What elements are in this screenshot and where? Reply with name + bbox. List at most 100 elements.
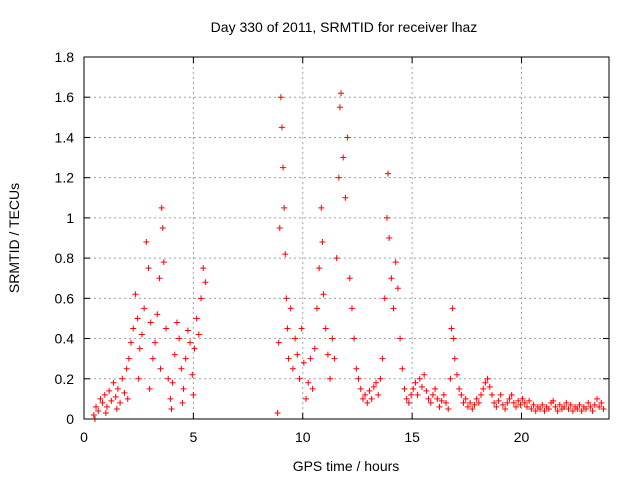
data-point	[336, 104, 343, 111]
data-point	[585, 399, 592, 406]
data-point	[486, 383, 493, 390]
data-point	[327, 375, 334, 382]
data-point	[458, 391, 465, 398]
data-point	[530, 401, 537, 408]
data-point	[414, 391, 421, 398]
data-point	[138, 331, 145, 338]
data-point	[528, 405, 535, 412]
data-point	[307, 355, 314, 362]
data-point	[346, 275, 353, 282]
data-point	[114, 385, 121, 392]
data-point	[508, 391, 515, 398]
data-point	[128, 339, 135, 346]
data-point	[292, 335, 299, 342]
data-point	[541, 407, 548, 414]
data-point	[102, 409, 109, 416]
data-point	[448, 325, 455, 332]
x-axis-label: GPS time / hours	[293, 458, 400, 474]
data-point	[410, 385, 417, 392]
data-point	[480, 385, 487, 392]
axis-ticks: 0 0.2 0.4 0.6 0.8 1 1.2 1.4 1.6 1.8 0 5 10 15 20	[55, 49, 609, 445]
data-point	[578, 407, 585, 414]
data-point	[488, 391, 495, 398]
data-point	[545, 405, 552, 412]
data-point	[169, 379, 176, 386]
y-tick-label: 1	[66, 210, 74, 226]
data-point	[190, 391, 197, 398]
data-points	[90, 90, 607, 422]
data-point	[193, 315, 200, 322]
y-tick-label: 1.8	[55, 49, 75, 65]
y-tick-label: 1.6	[55, 89, 75, 105]
data-point	[322, 325, 329, 332]
data-point	[320, 291, 327, 298]
data-point	[392, 259, 399, 266]
data-point	[195, 331, 202, 338]
data-point	[338, 90, 345, 97]
data-point	[281, 204, 288, 211]
data-point	[331, 355, 338, 362]
data-point	[521, 399, 528, 406]
data-point	[124, 395, 131, 402]
data-point	[591, 401, 598, 408]
data-point	[471, 401, 478, 408]
data-point	[443, 399, 450, 406]
data-point	[473, 395, 480, 402]
data-point	[517, 401, 524, 408]
data-point	[123, 365, 130, 372]
data-point	[171, 351, 178, 358]
data-point	[296, 375, 303, 382]
data-point	[179, 399, 186, 406]
data-point	[187, 339, 194, 346]
data-point	[157, 365, 164, 372]
data-point	[130, 325, 137, 332]
data-point	[593, 395, 600, 402]
data-point	[97, 395, 104, 402]
data-point	[523, 403, 530, 410]
data-point	[165, 375, 172, 382]
data-point	[289, 365, 296, 372]
data-point	[453, 371, 460, 378]
data-point	[469, 405, 476, 412]
data-point	[408, 391, 415, 398]
data-point	[366, 387, 373, 394]
data-point	[539, 401, 546, 408]
data-point	[160, 259, 167, 266]
data-point	[526, 397, 533, 404]
data-point	[147, 319, 154, 326]
data-point	[368, 395, 375, 402]
data-point	[567, 401, 574, 408]
x-tick-label: 0	[80, 429, 88, 445]
data-point	[429, 391, 436, 398]
data-point	[401, 385, 408, 392]
data-point	[329, 335, 336, 342]
data-point	[362, 391, 369, 398]
data-point	[386, 235, 393, 241]
data-point	[447, 375, 454, 382]
data-point	[117, 399, 124, 406]
data-point	[499, 401, 506, 408]
data-point	[506, 395, 513, 402]
y-tick-label: 0.8	[55, 250, 75, 266]
data-point	[318, 204, 325, 211]
data-point	[178, 365, 185, 372]
data-point	[583, 405, 590, 412]
data-point	[537, 405, 544, 412]
data-point	[180, 385, 187, 392]
data-point	[497, 391, 504, 398]
chart-title: Day 330 of 2011, SRMTID for receiver lha…	[211, 19, 478, 35]
data-point	[552, 403, 559, 410]
data-point	[576, 401, 583, 408]
y-tick-label: 1.2	[55, 170, 75, 186]
data-point	[397, 335, 404, 342]
x-tick-label: 10	[295, 429, 311, 445]
data-point	[113, 405, 120, 412]
data-point	[475, 399, 482, 406]
data-point	[482, 379, 489, 386]
data-point	[275, 339, 282, 346]
data-point	[561, 403, 568, 410]
data-point	[515, 397, 522, 404]
data-point	[119, 375, 126, 382]
data-point	[335, 174, 342, 181]
